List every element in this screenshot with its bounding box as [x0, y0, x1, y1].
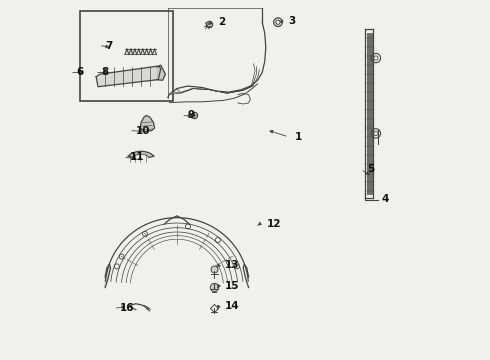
Polygon shape: [128, 151, 154, 158]
Polygon shape: [105, 264, 111, 288]
Text: 14: 14: [225, 301, 240, 311]
Text: 10: 10: [136, 126, 150, 135]
Text: 6: 6: [76, 67, 84, 77]
Text: 3: 3: [288, 17, 295, 27]
Text: 2: 2: [218, 17, 225, 27]
Text: 16: 16: [120, 303, 135, 314]
Polygon shape: [96, 66, 161, 87]
Text: 15: 15: [225, 281, 240, 291]
Text: 8: 8: [101, 67, 109, 77]
Polygon shape: [140, 116, 155, 132]
Text: 12: 12: [267, 219, 281, 229]
Text: 7: 7: [105, 41, 113, 50]
Text: 4: 4: [381, 194, 389, 204]
Text: 1: 1: [295, 132, 302, 142]
Text: 13: 13: [225, 260, 240, 270]
Polygon shape: [157, 65, 166, 80]
Text: 9: 9: [188, 111, 195, 121]
Bar: [80, 12, 173, 101]
Text: 5: 5: [367, 164, 374, 174]
Text: 11: 11: [129, 152, 144, 162]
